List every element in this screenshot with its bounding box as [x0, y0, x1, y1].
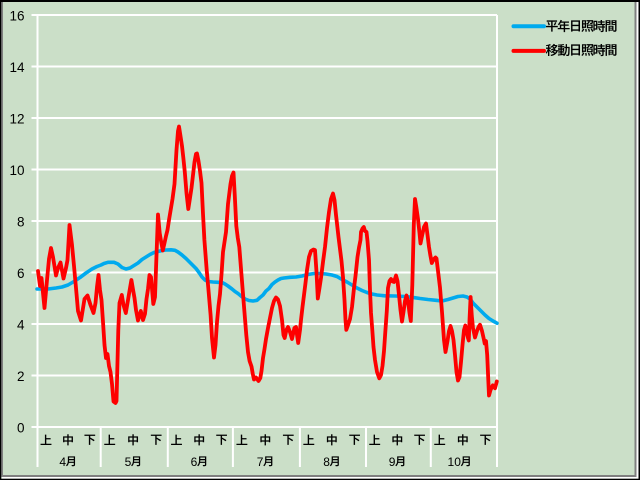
svg-text:6: 6	[17, 266, 25, 281]
svg-text:6: 6	[191, 455, 198, 469]
svg-text:5: 5	[125, 455, 132, 469]
svg-text:12: 12	[9, 111, 24, 126]
svg-text:8: 8	[323, 455, 330, 469]
svg-text:8: 8	[17, 214, 25, 229]
svg-text:4: 4	[17, 317, 25, 332]
svg-text:10: 10	[9, 163, 24, 178]
svg-text:9: 9	[389, 455, 396, 469]
svg-text:4: 4	[59, 455, 66, 469]
svg-text:0: 0	[17, 420, 25, 435]
svg-text:7: 7	[257, 455, 264, 469]
svg-text:16: 16	[9, 8, 24, 23]
svg-text:14: 14	[9, 60, 25, 75]
svg-text:2: 2	[17, 369, 25, 384]
svg-text:10: 10	[448, 455, 462, 469]
